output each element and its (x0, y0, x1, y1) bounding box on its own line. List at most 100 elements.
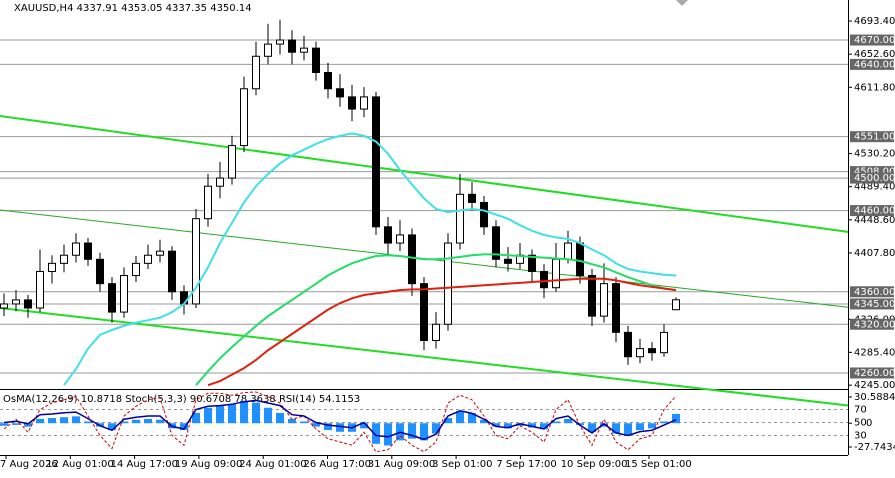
level-label-box (850, 172, 894, 184)
osma-bar (36, 418, 44, 424)
candle-body (564, 242, 572, 260)
osma-bar (624, 423, 632, 436)
level-label: 4640.00 (854, 59, 895, 70)
osma-bar (192, 412, 200, 424)
candle-body (540, 270, 548, 289)
x-tick-label: 19 Aug 09:00 (175, 459, 242, 470)
candle-body (648, 348, 656, 354)
candle-body (336, 88, 344, 98)
candle-body (432, 323, 440, 341)
x-tick-label: 12 Aug 01:00 (46, 459, 113, 470)
osma-bar (600, 423, 608, 427)
level-label-box (850, 58, 894, 70)
osma-bar (120, 421, 128, 424)
candle-body (108, 283, 116, 313)
candle-body (636, 348, 644, 358)
level-label-box (850, 318, 894, 330)
osma-bar (24, 423, 32, 427)
osma-bar (528, 423, 536, 428)
moving-average (195, 253, 677, 386)
candle-body (300, 47, 308, 53)
candle-body (120, 275, 128, 313)
osma-tick-label: 30.5884 (854, 392, 895, 403)
osma-bar (444, 418, 452, 424)
candle-body (504, 258, 512, 264)
x-tick-label: 15 Sep 01:00 (625, 459, 692, 470)
candle-body (384, 226, 392, 244)
indicator-tick-label: 30 (854, 431, 867, 442)
osma-bar (336, 423, 344, 432)
candle-body (72, 242, 80, 256)
osma-bar (0, 423, 8, 426)
candle-body (24, 299, 32, 309)
osma-bar (456, 411, 464, 424)
candle-body (348, 96, 356, 110)
osma-bar (132, 419, 140, 424)
candle-body (36, 270, 44, 309)
osma-bar (540, 423, 548, 430)
osma-bar (384, 423, 392, 446)
level-label: 4320.00 (854, 319, 895, 330)
candle-body (192, 218, 200, 305)
osma-bar (72, 416, 80, 424)
candle-body (456, 193, 464, 244)
chart-title: XAUUSD,H4 4337.91 4353.05 4337.35 4350.1… (14, 3, 252, 14)
x-tick-label: 10 Sep 09:00 (561, 459, 628, 470)
y-tick-label: 4245.00 (854, 380, 895, 391)
candle-body (132, 262, 140, 277)
osma-bar (324, 423, 332, 431)
osma-bar (564, 418, 572, 424)
level-label-box (850, 298, 894, 310)
osma-bar (12, 423, 20, 425)
candle-body (312, 47, 320, 74)
level-label: 4345.00 (854, 299, 895, 310)
candle-body (144, 254, 152, 264)
indicator-tick-label: 70 (854, 405, 867, 416)
x-tick-label: 14 Aug 17:00 (111, 459, 178, 470)
candle-body (552, 258, 560, 289)
osma-bar (156, 419, 164, 424)
osma-bar (204, 407, 212, 424)
y-tick-label: 4285.40 (854, 347, 895, 358)
indicator-tick-label: 50 (854, 418, 867, 429)
osma-bar (672, 413, 680, 424)
level-label: 4500.00 (854, 173, 895, 184)
candle-body (60, 254, 68, 264)
candle-body (660, 331, 668, 354)
candle-body (588, 275, 596, 317)
level-label: 4460.00 (854, 206, 895, 217)
osma-bar (420, 423, 428, 441)
candle-body (600, 283, 608, 317)
osma-bar (216, 406, 224, 424)
osma-bar (576, 423, 584, 425)
y-tick-label: 4489.40 (854, 182, 895, 193)
trend-line (0, 114, 849, 233)
scroll-marker (676, 0, 688, 6)
y-tick-label: 4448.60 (854, 215, 895, 226)
x-tick-label: 7 Sep 17:00 (496, 459, 556, 470)
osma-bar (372, 423, 380, 444)
osma-tick-label: -27.7434 (854, 442, 895, 453)
osma-bar (468, 412, 476, 424)
candle-body (480, 201, 488, 228)
candle-body (84, 242, 92, 260)
candle-body (252, 55, 260, 90)
candle-body (576, 242, 584, 277)
osma-bar (660, 421, 668, 424)
level-label-box (850, 367, 894, 379)
oscillator-line (3, 399, 677, 441)
level-label-box (850, 205, 894, 217)
y-tick-label: 4530.20 (854, 149, 895, 160)
candle-body (468, 193, 476, 203)
y-tick-label: 4611.80 (854, 82, 895, 93)
candle-body (444, 242, 452, 325)
candle-body (624, 331, 632, 358)
candle-body (324, 72, 332, 90)
indicator-title: OsMA(12,26,9) 10.8718 Stoch(5,3,3) 90.67… (3, 394, 360, 405)
candle-body (396, 234, 404, 244)
candle-body (612, 283, 620, 333)
osma-bar (84, 421, 92, 424)
osma-bar (264, 407, 272, 424)
candle-body (528, 254, 536, 272)
